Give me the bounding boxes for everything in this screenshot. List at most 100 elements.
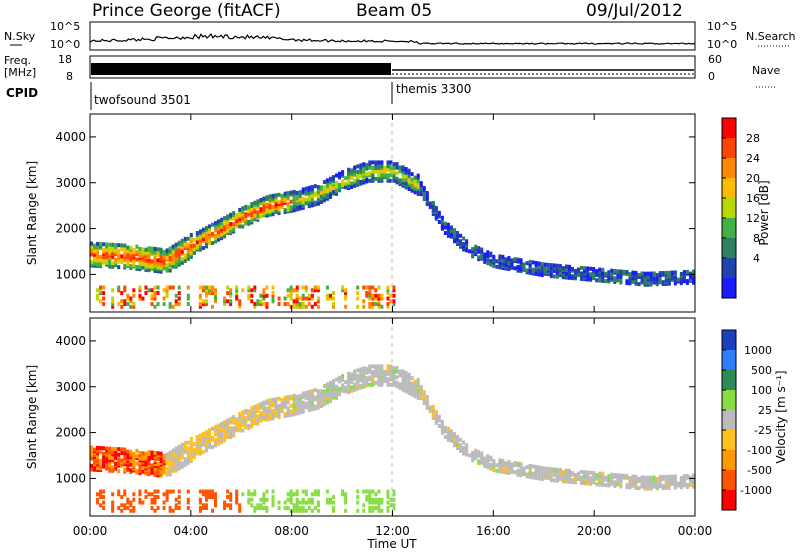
velocity-echo-cell [223, 503, 227, 508]
power-echo-cell [552, 263, 556, 268]
power-echo-cell [362, 285, 366, 290]
power-echo-cell [186, 249, 190, 254]
power-echo-cell [347, 167, 351, 172]
power-echo-cell [286, 205, 290, 210]
power-echo-cell [211, 222, 214, 227]
velocity-echo-cell [368, 492, 372, 497]
power-echo-cell [522, 262, 526, 267]
power-echo-cell [616, 278, 620, 283]
power-echo-cell [265, 195, 269, 200]
power-echo-cell [583, 266, 587, 271]
power-echo-cell [117, 285, 121, 290]
velocity-echo-cell [422, 395, 426, 400]
velocity-echo-cell [171, 489, 175, 494]
velocity-echo-cell [117, 489, 121, 494]
power-echo-cell [628, 279, 632, 284]
velocity-echo-cell [132, 492, 136, 497]
power-echo-cell [328, 193, 332, 198]
power-echo-cell [307, 293, 311, 298]
velocity-echo-cell [289, 508, 293, 513]
power-echo-cell [253, 200, 257, 205]
velocity-echo-cell [283, 506, 287, 511]
power-echo-cell [250, 299, 254, 304]
y-tick-label: 1000 [55, 471, 86, 485]
colorbar-segment [722, 278, 736, 299]
power-echo-cell [613, 276, 617, 281]
power-echo-cell [229, 302, 233, 307]
velocity-echo-cell [120, 508, 124, 513]
power-echo-cell [123, 247, 127, 252]
velocity-echo-cell [586, 470, 590, 475]
velocity-echo-cell [504, 466, 508, 471]
power-echo-cell [289, 293, 293, 298]
power-echo-cell [619, 269, 623, 274]
power-echo-cell [283, 208, 287, 213]
velocity-echo-cell [474, 448, 478, 453]
velocity-echo-cell [132, 506, 136, 511]
velocity-echo-cell [634, 474, 638, 479]
power-echo-cell [365, 162, 369, 167]
power-echo-cell [129, 245, 133, 250]
power-echo-cell [238, 302, 242, 307]
velocity-echo-cell [259, 402, 263, 406]
velocity-echo-cell [492, 458, 496, 463]
power-echo-cell [138, 293, 142, 298]
velocity-echo-cell [250, 411, 254, 416]
y-tick-label: 1000 [55, 267, 86, 281]
power-echo-cell [177, 257, 181, 262]
power-echo-cell [328, 184, 332, 189]
velocity-echo-cell [180, 461, 184, 466]
velocity-echo-cell [271, 412, 275, 417]
power-echo-cell [489, 251, 493, 256]
power-echo-cell [371, 293, 375, 298]
velocity-echo-cell [380, 368, 384, 373]
velocity-echo-cell [259, 418, 263, 423]
power-echo-cell [462, 242, 466, 246]
velocity-echo-cell [589, 476, 593, 481]
power-echo-cell [280, 194, 284, 199]
power-echo-cell [286, 302, 290, 307]
power-echo-cell [407, 177, 411, 182]
velocity-echo-cell [238, 506, 242, 511]
power-echo-cell [204, 288, 208, 293]
power-echo-cell [446, 222, 450, 227]
velocity-echo-cell [162, 506, 166, 511]
velocity-echo-cell [437, 414, 441, 419]
colorbar-segment [722, 410, 736, 431]
x-tick-label: 00:00 [678, 524, 713, 538]
power-echo-cell [610, 276, 614, 281]
colorbar-segment [722, 330, 736, 351]
power-echo-cell [235, 222, 239, 227]
power-echo-cell [268, 194, 272, 199]
power-echo-cell [477, 255, 481, 260]
power-echo-cell [371, 304, 375, 309]
velocity-echo-cell [658, 482, 662, 487]
power-echo-cell [135, 250, 139, 255]
velocity-echo-cell [138, 450, 142, 455]
power-echo-cell [298, 204, 302, 209]
velocity-echo-cell [229, 497, 233, 502]
velocity-echo-cell [108, 450, 112, 455]
power-echo-cell [332, 175, 335, 180]
power-echo-cell [301, 187, 305, 192]
power-echo-cell [401, 165, 405, 170]
velocity-echo-cell [371, 506, 375, 511]
velocity-echo-cell [214, 500, 218, 505]
power-echo-cell [256, 299, 260, 304]
power-echo-cell [386, 167, 390, 172]
velocity-echo-cell [365, 495, 369, 500]
velocity-echo-cell [640, 479, 644, 484]
power-echo-cell [540, 262, 544, 267]
power-echo-cell [328, 176, 332, 181]
velocity-echo-cell [177, 506, 181, 511]
velocity-echo-cell [244, 416, 248, 421]
power-echo-cell [316, 201, 320, 206]
velocity-echo-cell [691, 473, 695, 478]
velocity-echo-cell [174, 503, 178, 508]
power-echo-cell [534, 260, 538, 265]
velocity-echo-cell [235, 492, 239, 497]
power-echo-cell [667, 274, 671, 279]
power-echo-cell [171, 304, 175, 309]
velocity-echo-cell [129, 503, 133, 508]
power-echo-cell [192, 238, 196, 243]
